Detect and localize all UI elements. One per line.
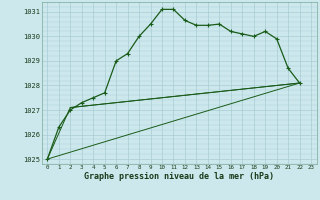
X-axis label: Graphe pression niveau de la mer (hPa): Graphe pression niveau de la mer (hPa) <box>84 172 274 181</box>
